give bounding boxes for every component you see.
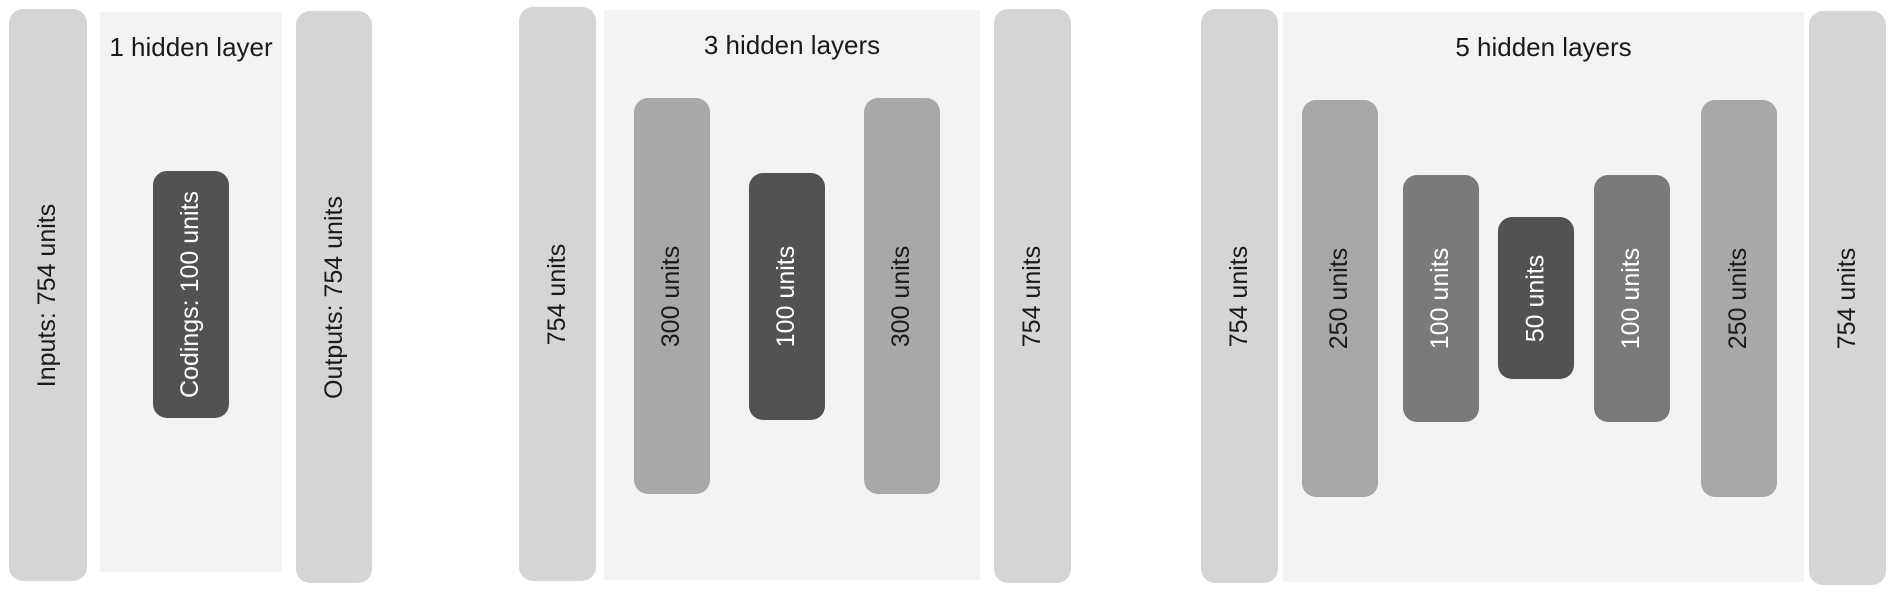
- diagram-1-output-layer: Outputs: 754 units: [296, 11, 372, 583]
- diagram-2-hidden-layer-1: 300 units: [634, 98, 710, 494]
- diagram-3-hidden-layer-1: 250 units: [1302, 100, 1378, 497]
- diagram-2-hidden-layer-3: 300 units: [864, 98, 940, 494]
- diagram-1-panel: 1 hidden layer Codings: 100 units: [100, 12, 282, 572]
- diagram-2-title: 3 hidden layers: [703, 30, 881, 60]
- layer-label: 50 units: [1521, 254, 1550, 342]
- layer-label: 250 units: [1724, 247, 1753, 350]
- diagram-2-panel: 3 hidden layers 300 units 100 units 300 …: [604, 10, 980, 580]
- diagram-1-coding-layer: Codings: 100 units: [153, 171, 229, 418]
- layer-label: 250 units: [1325, 247, 1354, 350]
- diagram-2-output-layer: 754 units: [994, 9, 1071, 583]
- layer-label: Codings: 100 units: [176, 190, 205, 399]
- layer-label: Outputs: 754 units: [319, 195, 348, 399]
- layer-label: 100 units: [1617, 247, 1646, 350]
- layer-label: 100 units: [1426, 247, 1455, 350]
- diagram-1-title: 1 hidden layer: [109, 32, 273, 62]
- layer-label: 300 units: [887, 245, 916, 347]
- layer-label: 754 units: [1833, 247, 1861, 349]
- diagram-3-hidden-layer-5: 250 units: [1701, 100, 1777, 497]
- diagram-2-coding-layer: 100 units: [749, 173, 825, 420]
- layer-label: 754 units: [1225, 245, 1253, 347]
- diagram-3-coding-layer: 50 units: [1498, 217, 1574, 379]
- layer-label: 300 units: [657, 245, 686, 347]
- diagram-3-title: 5 hidden layers: [1455, 32, 1632, 62]
- layer-label: 754 units: [1018, 245, 1046, 347]
- layer-label: 100 units: [772, 245, 801, 348]
- layer-label: Inputs: 754 units: [33, 203, 62, 387]
- diagram-3-output-layer: 754 units: [1809, 11, 1886, 585]
- layer-label: 754 units: [543, 243, 571, 345]
- diagram-3-input-layer: 754 units: [1201, 9, 1278, 583]
- diagram-3-hidden-layer-4: 100 units: [1594, 175, 1670, 422]
- diagram-3-panel: 5 hidden layers 250 units 100 units 50 u…: [1283, 12, 1804, 582]
- diagram-3-hidden-layer-2: 100 units: [1403, 175, 1479, 422]
- diagram-2-input-layer: 754 units: [519, 7, 596, 581]
- diagram-1-input-layer: Inputs: 754 units: [9, 9, 87, 581]
